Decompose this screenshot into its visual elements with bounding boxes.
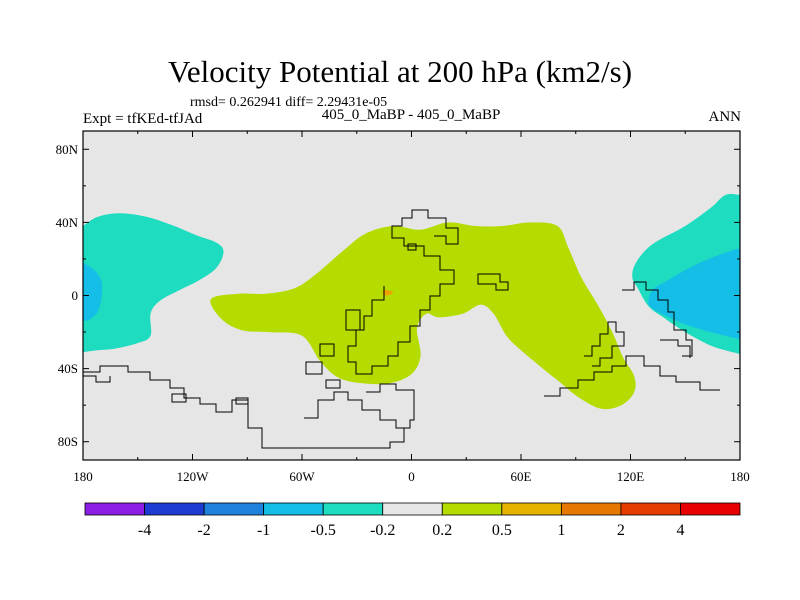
colorbar-label-2: -1 [257,522,270,539]
coastline-8 [325,379,341,389]
coastline-9 [304,383,415,429]
y-tick-label-4: 80S [58,434,78,449]
stats-label: rmsd= 0.262941 diff= 2.29431e-05 [190,95,388,110]
coastline-5 [622,281,693,357]
colorbar-box-4 [322,502,384,516]
chart-title: Velocity Potential at 200 hPa (km2/s) [167,54,633,89]
x-tick-label-1: 120W [177,469,210,484]
colorbar-box-5 [382,502,443,516]
colorbar-label-5: 0.2 [432,522,452,539]
colorbar-box-8 [560,502,622,516]
coastline-0 [347,209,459,375]
colorbar-box-0 [84,502,145,516]
y-tick-label-0: 80N [56,142,79,157]
contour-region-3 [648,248,740,340]
colorbar-box-10 [680,502,741,516]
coastline-4 [584,321,625,367]
colorbar-box-6 [441,502,503,516]
coastline-10 [83,365,405,449]
coastline-14 [544,355,720,397]
season-label: ANN [708,109,742,125]
case-label: 405_0_MaBP - 405_0_MaBP [321,107,501,123]
colorbar-label-6: 0.5 [492,522,512,539]
colorbar-box-7 [501,502,562,516]
coastline-6 [319,343,335,357]
colorbar-label-1: -2 [197,522,210,539]
experiment-label: Expt = tfKEd-tfJAd [83,111,203,127]
y-tick-label-1: 40N [56,215,79,230]
contour-region-4 [210,222,636,410]
colorbar-label-8: 2 [617,522,625,539]
colorbar-label-3: -0.5 [311,522,336,539]
contour-region-5 [382,290,394,296]
colorbar-label-0: -4 [138,522,151,539]
colorbar-label-7: 1 [557,522,565,539]
x-tick-label-2: 60W [289,469,315,484]
coastline-15 [660,339,691,358]
x-tick-label-3: 0 [408,469,415,484]
coastline-3 [477,273,509,291]
colorbar-box-9 [620,502,681,516]
x-tick-label-4: 60E [511,469,532,484]
contour-region-0 [83,213,224,353]
y-tick-label-2: 0 [72,288,79,303]
x-tick-label-6: 180 [730,469,750,484]
coastline-12 [171,393,187,403]
coastline-7 [305,361,323,375]
coastline-13 [235,397,249,405]
colorbar-box-1 [144,502,205,516]
contour-region-1 [83,262,102,322]
x-tick-label-0: 180 [73,469,93,484]
colorbar-box-2 [203,502,265,516]
colorbar-box-3 [263,502,324,516]
colorbar-label-4: -0.2 [370,522,395,539]
y-tick-label-3: 40S [58,361,78,376]
coastline-2 [407,243,417,251]
coastline-1 [345,309,361,331]
x-tick-label-5: 120E [617,469,645,484]
colorbar-label-9: 4 [676,522,684,539]
coastline-11 [83,375,111,383]
